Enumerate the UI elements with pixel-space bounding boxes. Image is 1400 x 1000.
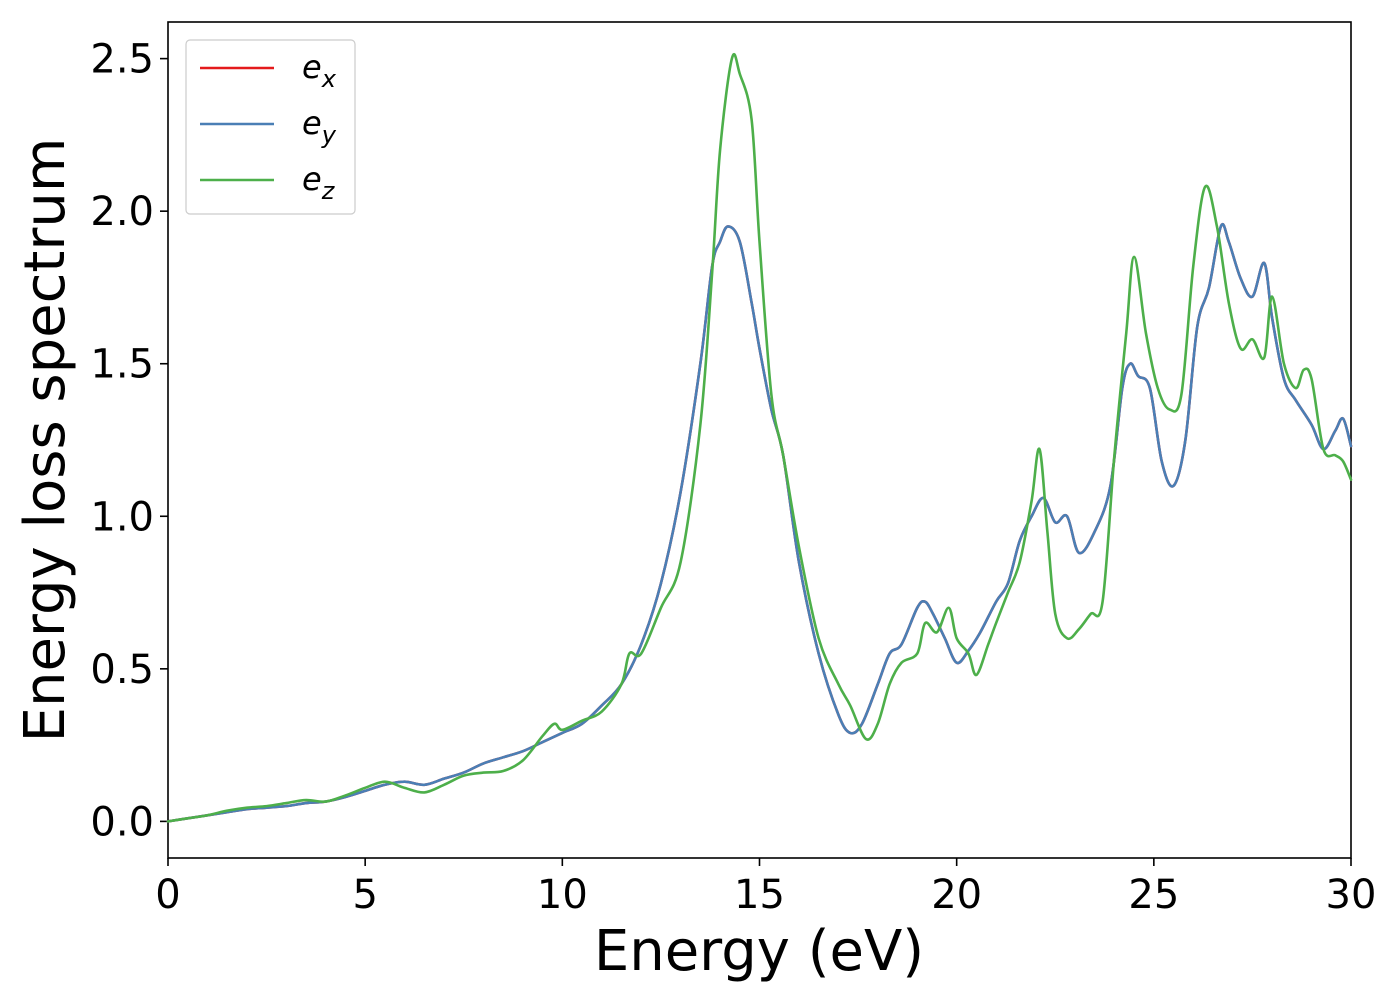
x-tick-label: 5 [352,872,377,918]
x-tick-label: 0 [155,872,180,918]
plot-area [167,21,1352,859]
x-tick-label: 30 [1326,872,1377,918]
x-tick-label: 20 [931,872,982,918]
legend-label-x: ex [302,48,337,93]
series-lines [166,52,1353,823]
y-tick-label: 1.5 [90,342,154,388]
series-line-z [166,52,1353,823]
x-tick-label: 10 [537,872,588,918]
y-tick-label: 2.5 [90,37,154,83]
legend-label-z: ez [302,160,336,205]
x-tick-label: 15 [734,872,785,918]
y-tick-label: 0.5 [90,647,154,693]
legend-label-y: ey [302,104,337,149]
legend-items: ex ey ez [200,48,337,205]
x-tick-label: 25 [1128,872,1179,918]
legend: ex ey ez [185,39,356,215]
y-tick-label: 1.0 [90,494,154,540]
series-line-y [166,223,1353,823]
y-axis-label: Energy loss spectrum [13,138,78,743]
y-tick-label: 0.0 [90,799,154,845]
legend-box [185,39,356,215]
y-axis-ticks: 0.0 0.5 1.0 1.5 2.0 2.5 [90,37,168,845]
y-tick-label: 2.0 [90,189,154,235]
x-axis-ticks: 0 5 10 15 20 25 30 [155,858,1376,918]
x-axis-label: Energy (eV) [594,919,924,984]
